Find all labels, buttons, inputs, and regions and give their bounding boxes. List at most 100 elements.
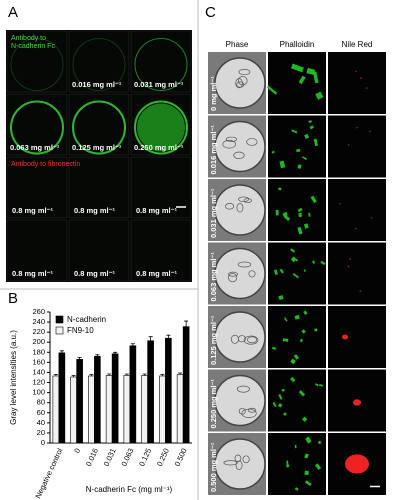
- cell-phase: [246, 138, 258, 146]
- y-tick-label: 120: [32, 378, 45, 387]
- column-header: Nile Red: [342, 40, 373, 49]
- lipid-spot: [360, 77, 362, 79]
- actin-stain: [301, 329, 306, 334]
- concentration-label: 0.125 mg ml⁻¹: [72, 143, 122, 152]
- y-tick-label: 240: [32, 317, 45, 326]
- actin-stain: [295, 258, 299, 262]
- x-tick-label: 0.250: [155, 447, 171, 468]
- actin-stain: [303, 223, 309, 229]
- y-tick-label: 160: [32, 357, 45, 366]
- actin-stain: [298, 212, 302, 218]
- lipid-spot: [355, 126, 358, 129]
- micrograph: [268, 179, 326, 241]
- row-label: 0 mg ml⁻¹: [209, 76, 218, 111]
- cell-phase: [222, 139, 236, 149]
- actin-stain: [314, 463, 322, 470]
- lipid-spot: [370, 217, 373, 219]
- row-label: 0.031 mg ml⁻¹: [209, 188, 218, 238]
- legend-label: FN9-10: [67, 326, 94, 335]
- panel-letter: A: [8, 4, 18, 21]
- cell-phase: [237, 261, 252, 268]
- x-axis-label: N-cadherin Fc (mg ml⁻¹): [86, 485, 173, 494]
- cell-phase: [248, 270, 256, 278]
- micrograph: [268, 433, 326, 495]
- actin-stain: [312, 71, 319, 84]
- micrograph: [130, 156, 192, 219]
- actin-stain: [306, 67, 316, 76]
- bar: [76, 359, 83, 444]
- micrograph: [68, 219, 130, 282]
- well-outline: [10, 100, 64, 155]
- cell-phase: [247, 407, 257, 413]
- actin-stain: [303, 269, 306, 272]
- micrograph: [268, 52, 326, 114]
- cell-phase: [236, 203, 244, 213]
- y-tick-label: 0: [41, 438, 45, 447]
- actin-stain: [298, 390, 306, 397]
- actin-stain: [304, 480, 312, 487]
- actin-stain: [309, 125, 315, 130]
- row-label: 0.125 mg ml⁻¹: [209, 315, 218, 365]
- cell-phase: [237, 335, 246, 343]
- bar: [182, 326, 190, 444]
- error-bar: [107, 373, 112, 376]
- bar: [70, 376, 77, 444]
- lipid-spot: [354, 227, 357, 230]
- micrograph: [6, 219, 68, 282]
- concentration-label: 0.016 mg ml⁻¹: [72, 80, 122, 89]
- actin-stain: [308, 212, 311, 217]
- antibody-label: Antibody to: [11, 35, 46, 42]
- x-tick-label: 0.063: [119, 447, 135, 468]
- cell-phase: [243, 335, 259, 345]
- cell-phase: [228, 271, 238, 277]
- actin-stain: [271, 150, 275, 154]
- micrograph: [328, 52, 386, 114]
- cell-phase: [234, 454, 242, 463]
- actin-stain: [297, 226, 303, 235]
- legend-swatch: [55, 315, 64, 324]
- actin-stain: [278, 187, 282, 191]
- actin-stain: [305, 436, 312, 444]
- y-tick-label: 180: [32, 347, 45, 356]
- actin-stain: [298, 75, 306, 85]
- row-label: 0.250 mg ml⁻¹: [209, 379, 218, 429]
- well-outline: [134, 38, 188, 91]
- actin-stain: [281, 388, 285, 392]
- panel-letter: B: [8, 290, 18, 307]
- y-tick-label: 20: [37, 428, 45, 437]
- actin-stain: [271, 346, 277, 351]
- actin-stain: [273, 269, 278, 275]
- bar: [52, 375, 60, 444]
- error-bar: [59, 350, 64, 353]
- actin-stain: [303, 310, 308, 315]
- micrograph: [6, 156, 68, 219]
- bar: [111, 353, 119, 444]
- actin-stain: [315, 91, 324, 100]
- well-phase: [214, 247, 266, 300]
- actin-stain: [283, 214, 291, 221]
- well-phase: [214, 57, 266, 109]
- concentration-label: 0.031 mg ml⁻¹: [134, 80, 184, 89]
- x-tick-label: 0: [72, 447, 82, 455]
- micrograph: [268, 115, 326, 178]
- column-header: Phase: [226, 40, 249, 49]
- bar: [147, 340, 154, 444]
- cell-phase: [242, 455, 250, 464]
- well-outline: [72, 38, 126, 91]
- actin-stain: [277, 403, 283, 408]
- error-bar: [89, 374, 94, 376]
- well-outline: [134, 100, 188, 155]
- well-phase: [214, 374, 266, 427]
- actin-stain: [320, 260, 326, 266]
- error-bar: [142, 373, 147, 376]
- cell-phase: [228, 273, 238, 283]
- actin-stain: [308, 120, 312, 124]
- concentration-label: 0.8 mg ml⁻¹: [12, 206, 54, 215]
- micrograph: [130, 219, 192, 282]
- cell-phase: [241, 408, 257, 418]
- bar: [176, 374, 184, 444]
- bar: [159, 375, 166, 444]
- micrograph: [268, 369, 326, 432]
- actin-stain: [302, 156, 308, 160]
